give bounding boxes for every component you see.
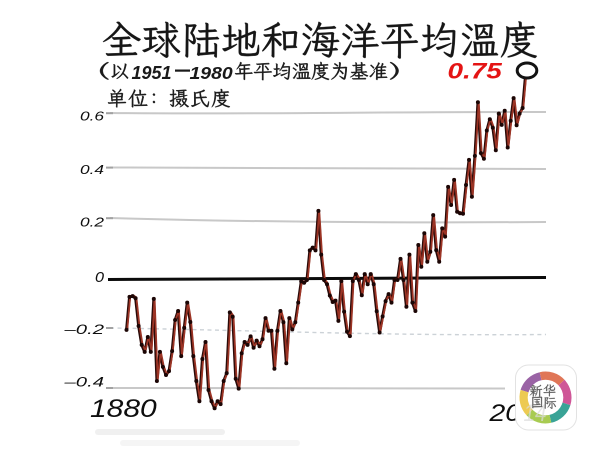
svg-text:0.2: 0.2	[80, 215, 105, 229]
svg-text:0.4: 0.4	[80, 163, 104, 177]
svg-text:1980: 1980	[190, 63, 234, 83]
svg-text:1880: 1880	[90, 394, 157, 422]
svg-text:14: 14	[524, 400, 547, 427]
svg-text:–0.2: –0.2	[63, 321, 104, 337]
svg-text:0.75: 0.75	[448, 59, 503, 83]
svg-text:0.6: 0.6	[80, 109, 105, 123]
svg-text:0: 0	[95, 270, 104, 286]
svg-text:1951: 1951	[132, 63, 172, 83]
svg-text:–0.4: –0.4	[63, 374, 104, 390]
